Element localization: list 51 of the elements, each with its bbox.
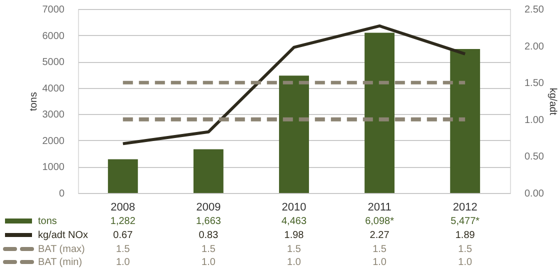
- x-tick-label: 2012: [452, 202, 478, 214]
- y-tick-label: 5000: [42, 57, 65, 68]
- bar: [108, 159, 138, 193]
- y2-tick-label: 0.00: [524, 188, 544, 200]
- bar: [450, 49, 480, 193]
- bar: [279, 76, 309, 193]
- data-label: 1.0: [458, 257, 472, 268]
- y2-tick-label: 2.50: [524, 4, 544, 16]
- data-label: 4,463: [281, 216, 307, 227]
- data-label: 1,663: [196, 216, 222, 227]
- data-label: 1,282: [110, 216, 136, 227]
- data-label: 1.98: [284, 230, 304, 241]
- data-label: 1.5: [458, 244, 472, 255]
- y-tick-label: 4000: [42, 83, 65, 94]
- data-label: 0.83: [198, 230, 219, 241]
- data-label: 5,477*: [450, 216, 480, 227]
- data-label: 1.5: [202, 244, 216, 255]
- data-label: 1.0: [202, 257, 216, 268]
- x-tick-label: 2011: [368, 202, 392, 214]
- y-axis-title: tons: [28, 92, 40, 111]
- y-tick-label: 0: [58, 188, 65, 200]
- data-label: 1.5: [116, 244, 130, 255]
- y-tick-label: 7000: [42, 4, 65, 16]
- bar: [364, 32, 395, 193]
- y2-tick-label: 0.50: [524, 152, 544, 163]
- y-tick-label: 6000: [42, 30, 65, 42]
- data-label: 1.5: [287, 244, 302, 255]
- legend-label: BAT (min): [38, 257, 82, 268]
- data-label: 1.0: [116, 257, 130, 268]
- bar: [193, 149, 224, 193]
- data-label: 1.5: [372, 244, 387, 255]
- data-label: 0.67: [113, 230, 134, 241]
- legend-label: kg/adt NOx: [38, 230, 88, 241]
- x-tick-label: 2008: [110, 202, 136, 214]
- x-tick-label: 2009: [196, 202, 221, 214]
- data-label: 6,098*: [365, 216, 394, 227]
- y2-tick-label: 1.50: [524, 78, 544, 90]
- line-series: [121, 24, 467, 146]
- data-label: 1.0: [287, 257, 302, 268]
- x-tick-label: 2010: [282, 202, 306, 214]
- y2-axis-title: kg/adt: [546, 88, 558, 116]
- data-label: 2.27: [370, 230, 390, 241]
- legend-label: BAT (max): [38, 244, 85, 255]
- data-label: 1.0: [372, 257, 387, 268]
- legend-label: tons: [38, 216, 57, 227]
- y-tick-label: 2000: [42, 136, 65, 147]
- y2-tick-label: 2.00: [524, 41, 544, 52]
- y-tick-label: 1000: [42, 162, 65, 174]
- data-label: 1.89: [455, 230, 476, 241]
- y2-tick-label: 1.00: [524, 114, 544, 126]
- y-tick-label: 3000: [42, 110, 65, 121]
